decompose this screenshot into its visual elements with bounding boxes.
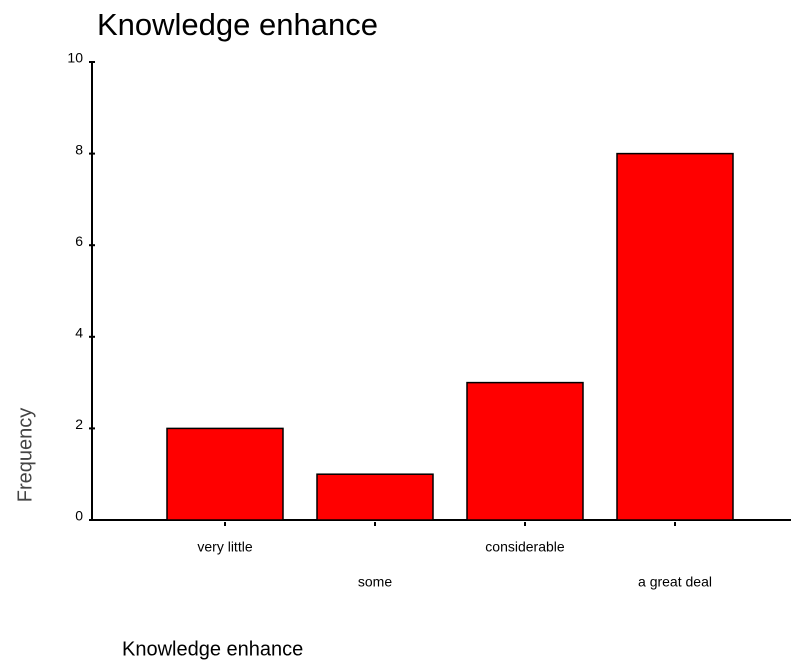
x-tick-label: a great deal (638, 574, 712, 590)
bar (616, 152, 734, 521)
y-tick-label: 0 (75, 508, 83, 524)
chart-title: Knowledge enhance (97, 7, 378, 42)
bar (316, 473, 434, 521)
y-tick-label: 6 (75, 233, 83, 249)
bar (466, 381, 584, 521)
x-tick-label: considerable (485, 539, 565, 555)
y-tick-label: 10 (67, 50, 83, 66)
y-tick-label: 2 (75, 416, 83, 432)
y-tick-label: 4 (75, 325, 83, 341)
y-tick-label: 8 (75, 141, 83, 157)
x-tick-label: some (358, 574, 392, 590)
x-axis-label: Knowledge enhance (122, 638, 303, 660)
bar (166, 427, 284, 521)
y-axis-label: Frequency (14, 408, 36, 503)
x-tick-label: very little (197, 539, 252, 555)
